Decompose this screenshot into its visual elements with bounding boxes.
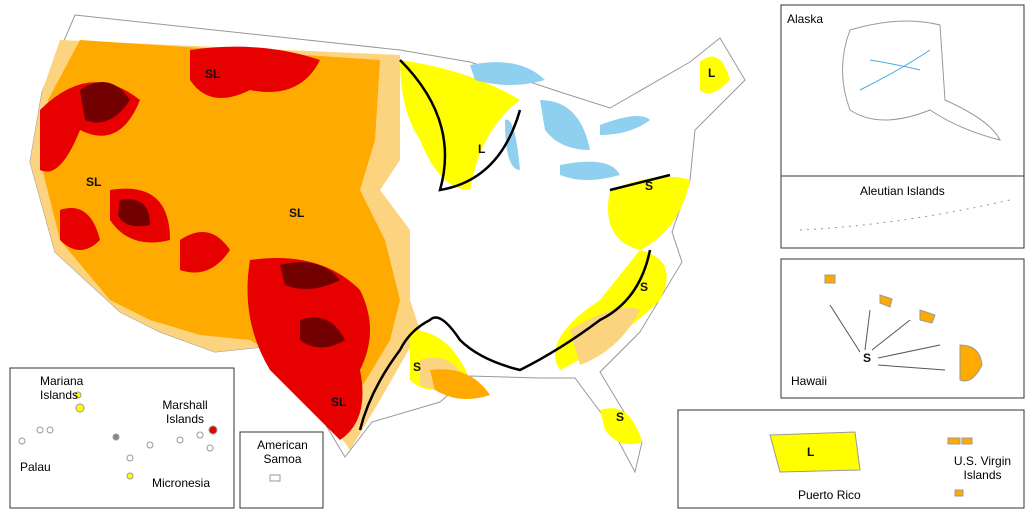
inset-label: American Samoa (257, 438, 308, 466)
inset-label: Mariana Islands (40, 374, 84, 402)
impact-label: S (413, 360, 422, 374)
island-mark (126, 472, 134, 480)
drought-d2-gulf (430, 369, 490, 399)
island-mark (74, 391, 82, 399)
drought-d1-east (420, 307, 640, 389)
hawaii-islands (824, 274, 983, 382)
alaska-rivers (859, 49, 931, 91)
drought-d3 (40, 46, 370, 441)
impact-label: L (807, 445, 815, 459)
inset-label: Aleutian Islands (860, 184, 945, 198)
inset-frame (677, 409, 1025, 509)
island-mark (206, 444, 214, 452)
alaska-land (842, 20, 1001, 141)
impact-label: L (708, 66, 716, 80)
impact-label: SL (289, 206, 305, 220)
island-mark (208, 425, 218, 435)
impact-label: L (478, 142, 486, 156)
inset-frame (780, 4, 1025, 249)
island-mark (126, 454, 134, 462)
inset-label: U.S. Virgin Islands (953, 454, 1012, 482)
inset-label: Marshall Islands (162, 398, 208, 426)
inset-frame (780, 258, 1025, 399)
impact-label: SL (205, 67, 221, 81)
hawaii-pointers (829, 304, 946, 371)
impact-label: S (616, 410, 625, 424)
puerto-rico (769, 431, 861, 473)
island-mark (18, 437, 26, 445)
island-mark (36, 426, 44, 434)
impact-label: SL (331, 395, 347, 409)
island-mark (176, 436, 184, 444)
inset-label: Puerto Rico (798, 488, 861, 502)
inset-label: Hawaii (791, 374, 828, 388)
island-mark (46, 426, 54, 434)
inset-frame (9, 367, 235, 509)
island-mark (112, 433, 120, 441)
samoa-islands (269, 474, 281, 482)
island-mark (146, 441, 154, 449)
virgin-islands (947, 437, 973, 497)
impact-label: S (863, 351, 872, 365)
impact-label: S (645, 179, 654, 193)
island-mark (196, 431, 204, 439)
impact-label: S (640, 280, 649, 294)
impact-label: SL (86, 175, 102, 189)
impact-boundary (358, 59, 671, 431)
inset-frame (239, 431, 324, 509)
inset-label: Palau (20, 460, 51, 474)
pacific-islands (18, 391, 218, 480)
drought-d0 (400, 56, 730, 445)
great-lakes (470, 62, 650, 181)
aleutian-islands (799, 199, 1011, 231)
drought-d4 (80, 82, 345, 348)
island-mark (75, 403, 85, 413)
inset-label: Micronesia (152, 476, 211, 490)
inset-label: Alaska (787, 12, 824, 26)
